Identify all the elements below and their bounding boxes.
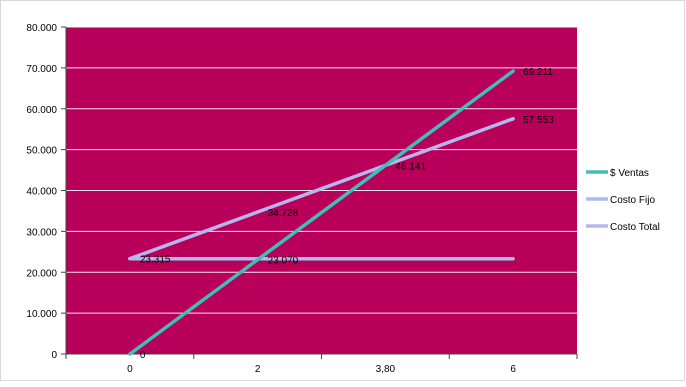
y-tick-label: 70.000 — [26, 64, 57, 75]
data-labels: 0 23.315 23.070 34.728 46.141 69.211 57.553 — [140, 67, 554, 361]
y-tick-label: 0 — [51, 350, 57, 361]
data-label: 69.211 — [523, 67, 553, 78]
y-tick-label: 10.000 — [26, 309, 57, 320]
axes: 0 10.000 20.000 30.000 40.000 50.000 60.000 70.… — [26, 23, 578, 375]
y-tick-label: 20.000 — [26, 268, 57, 279]
y-tick-label: 30.000 — [26, 227, 57, 238]
data-label: 57.553 — [523, 115, 554, 126]
x-tick-label: 0 — [127, 364, 133, 375]
y-tick-label: 50.000 — [26, 146, 57, 157]
data-label: 23.315 — [140, 255, 171, 266]
data-label: 23.070 — [268, 256, 299, 267]
x-tick-label: 2 — [255, 364, 261, 375]
series-line — [128, 117, 515, 261]
x-tick-label: 3,80 — [376, 364, 396, 375]
data-label: 34.728 — [268, 208, 299, 219]
legend-label: Costo Fijo — [610, 195, 655, 206]
data-label: 46.141 — [395, 161, 426, 172]
series-line — [128, 69, 515, 356]
y-tick-label: 80.000 — [26, 23, 57, 34]
x-tick-label: 6 — [510, 364, 516, 375]
data-label: 0 — [140, 350, 146, 361]
y-tick-label: 60.000 — [26, 105, 57, 116]
legend-label: $ Ventas — [610, 168, 649, 179]
gridlines — [66, 26, 577, 314]
series-lines — [128, 69, 515, 356]
y-tick-label: 40.000 — [26, 187, 57, 198]
legend: $ Ventas Costo Fijo Costo Total — [586, 168, 660, 233]
legend-label: Costo Total — [610, 222, 660, 233]
